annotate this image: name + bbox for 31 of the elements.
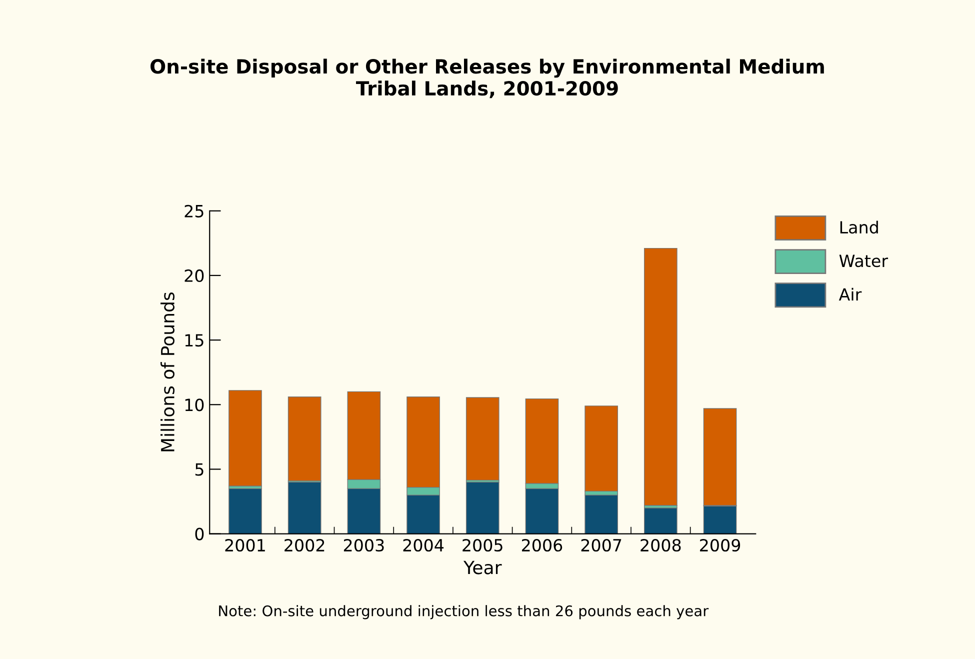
legend-label: Air [838,288,862,301]
bar [644,508,678,534]
text: Note: On-site underground injection less than 26 pounds each year [219,605,709,620]
y-tick-label: 0 [195,528,204,540]
x-tick-label: 2009 [700,538,740,552]
bar [644,248,678,506]
bar [228,390,262,486]
bar [584,494,618,534]
x-axis-title: Year [463,560,502,574]
x-tick-label: 2002 [284,538,324,552]
y-tick-label: 5 [195,463,204,476]
y-axis-title: Millions of Pounds [160,292,174,452]
x-tick-label: 2005 [462,538,502,552]
x-tick-label: 2003 [344,538,384,552]
x-tick-label: 2007 [581,538,622,552]
chart-title: On-site Disposal or Other Releases by Environmental Medium Tribal Lands, 2001-2009 [150,58,824,98]
x-tick-label: 2001 [225,538,265,552]
legend-label: Water [839,254,888,268]
y-tick-label: 10 [185,398,204,412]
y-tick-label: 15 [185,334,204,347]
y-tick-label: 25 [184,204,204,218]
x-tick-label: 2004 [403,538,444,552]
x-tick-label: 2008 [640,538,681,552]
y-tick-label: 20 [184,269,204,282]
bar [525,488,559,534]
bar [584,406,618,492]
bar [228,488,262,534]
bar [466,482,500,534]
x-tick-label: 2006 [522,538,562,552]
legend-label: Land [840,220,878,234]
bar [466,397,500,481]
